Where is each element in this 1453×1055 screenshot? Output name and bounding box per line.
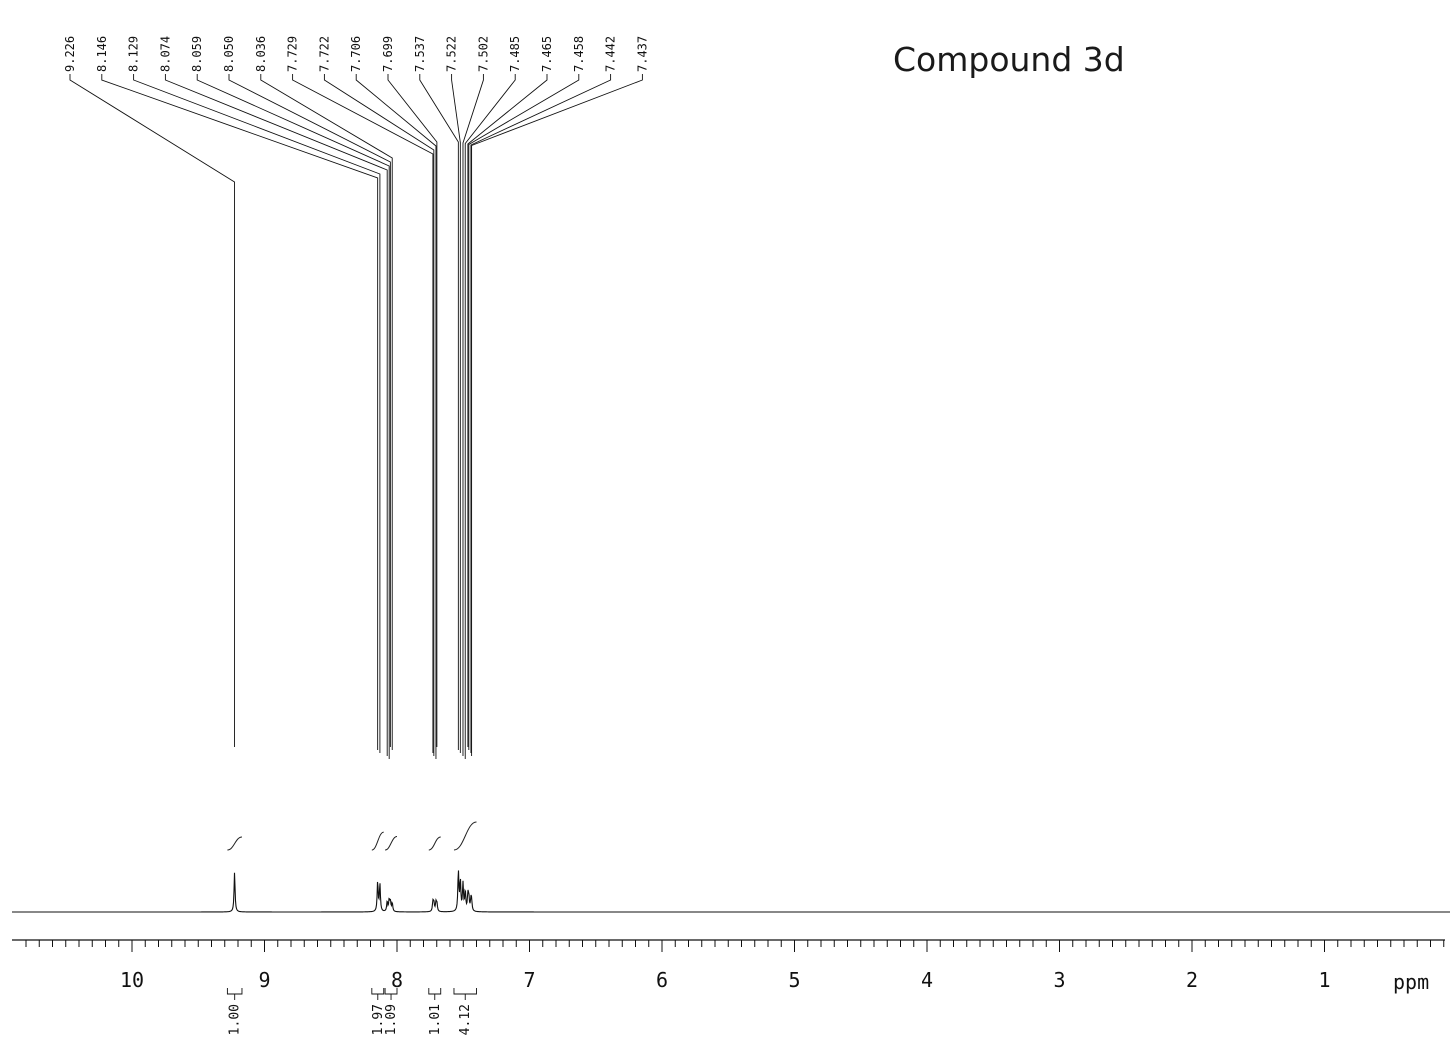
peak-leader-line <box>69 74 236 747</box>
peak-leader-line <box>471 74 643 756</box>
x-tick-label: 8 <box>391 968 403 992</box>
compound-title: Compound 3d <box>893 40 1125 79</box>
peak-leader-line <box>323 74 435 756</box>
integral-bracket <box>428 988 442 995</box>
peak-shift-label: 7.706 <box>349 36 363 72</box>
x-tick-label: 10 <box>120 968 144 992</box>
peak-leader-line <box>464 74 516 759</box>
peak-shift-label: 8.050 <box>222 36 236 72</box>
x-tick-label: 9 <box>258 968 270 992</box>
peak-shift-label: 7.699 <box>381 36 395 72</box>
peak-shift-label: 8.129 <box>127 36 141 72</box>
peak-leader-line <box>164 74 388 756</box>
peak-shift-label: 8.146 <box>95 36 109 72</box>
peak-shift-label: 7.722 <box>317 36 331 72</box>
integral-value: 1.09 <box>384 1004 399 1035</box>
peak-leader-line <box>387 74 438 747</box>
x-tick-label: 6 <box>656 968 668 992</box>
peak-shift-label: 7.729 <box>286 36 300 72</box>
x-tick-label: 5 <box>788 968 800 992</box>
peak-shift-label: 7.485 <box>508 36 522 72</box>
peak-leader-line <box>467 74 548 747</box>
integral-curve-4 <box>453 821 477 851</box>
integral-bracket <box>453 988 477 995</box>
peak-shift-label: 7.458 <box>572 36 586 72</box>
peak-shift-label: 8.036 <box>254 36 268 72</box>
peak-leader-line <box>355 74 437 759</box>
peak-shift-label: 9.226 <box>63 36 77 72</box>
integral-curve-3 <box>428 836 441 851</box>
peak-leader-line <box>292 74 434 753</box>
peak-shift-label: 8.074 <box>158 36 172 72</box>
peak-leader-line <box>470 74 612 753</box>
peak-leader-line <box>260 74 393 750</box>
peak-shift-label: 7.522 <box>445 36 459 72</box>
integral-curve-1 <box>371 831 384 851</box>
x-tick-label: 7 <box>523 968 535 992</box>
peak-leader-line <box>101 74 379 750</box>
x-tick-label: 2 <box>1186 968 1198 992</box>
integral-curve-2 <box>384 836 398 851</box>
peak-shift-label: 8.059 <box>190 36 204 72</box>
peak-shift-label: 7.537 <box>413 36 427 72</box>
integral-value: 1.97 <box>371 1004 386 1035</box>
x-tick-label: 3 <box>1053 968 1065 992</box>
peak-shift-label: 7.442 <box>604 36 618 72</box>
peak-shift-label: 7.502 <box>476 36 490 72</box>
peak-leader-line <box>196 74 390 759</box>
x-axis-unit-label: ppm <box>1393 970 1429 994</box>
integral-bracket <box>226 988 243 995</box>
integral-value: 1.00 <box>228 1004 243 1035</box>
integral-bracket <box>371 988 385 995</box>
peak-leader-line <box>228 74 391 747</box>
peak-leader-line <box>419 74 459 750</box>
peak-shift-label: 7.437 <box>635 36 649 72</box>
integral-value: 1.01 <box>428 1004 443 1035</box>
x-tick-label: 1 <box>1318 968 1330 992</box>
spectrum-trace <box>12 870 1450 913</box>
integral-value: 4.12 <box>458 1004 473 1035</box>
peak-leader-line <box>133 74 381 753</box>
x-tick-label: 4 <box>921 968 933 992</box>
integral-curve-0 <box>227 836 243 851</box>
peak-leader-line <box>468 74 580 750</box>
peak-shift-label: 7.465 <box>540 36 554 72</box>
peak-leader-line <box>451 74 461 753</box>
peak-leader-line <box>462 74 484 756</box>
